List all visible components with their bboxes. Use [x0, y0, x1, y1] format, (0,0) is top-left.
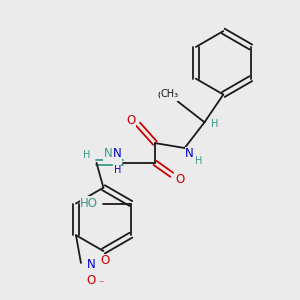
Text: O: O — [175, 173, 184, 186]
Text: H: H — [211, 119, 218, 129]
Text: H: H — [83, 150, 90, 160]
Text: CH3: CH3 — [158, 91, 178, 100]
Text: H: H — [114, 165, 121, 175]
Text: O: O — [86, 274, 95, 287]
Text: N: N — [104, 148, 113, 160]
Text: O: O — [127, 114, 136, 127]
Text: ⁻: ⁻ — [98, 280, 103, 290]
Text: N: N — [86, 258, 95, 272]
Text: N: N — [185, 148, 194, 160]
Text: H: H — [195, 156, 202, 166]
Text: CH₃: CH₃ — [161, 88, 179, 98]
Text: N: N — [113, 148, 122, 160]
Text: HO: HO — [80, 197, 98, 210]
Text: O: O — [100, 254, 109, 268]
